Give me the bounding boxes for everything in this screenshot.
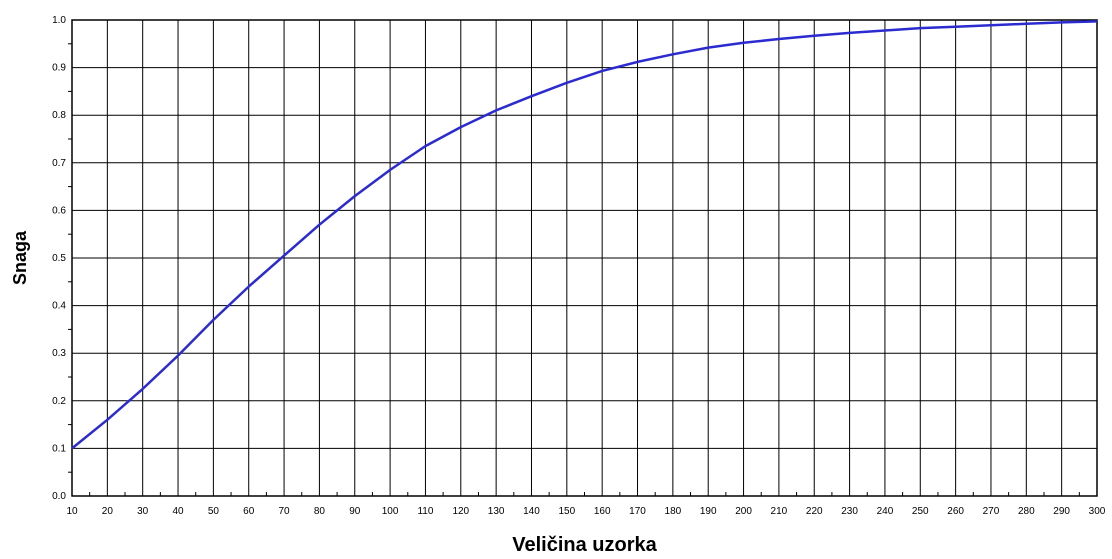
y-tick-label: 0.3 (52, 348, 66, 359)
y-tick-label: 0.8 (52, 110, 66, 121)
x-tick-label: 200 (735, 506, 752, 517)
x-tick-label: 100 (382, 506, 399, 517)
y-tick-label: 0.1 (52, 443, 66, 454)
x-tick-label: 190 (700, 506, 717, 517)
x-tick-label: 270 (983, 506, 1000, 517)
x-tick-label: 260 (947, 506, 964, 517)
x-tick-label: 120 (452, 506, 469, 517)
y-tick-label: 0.6 (52, 205, 66, 216)
x-tick-label: 280 (1018, 506, 1035, 517)
x-tick-label: 210 (771, 506, 788, 517)
x-tick-label: 160 (594, 506, 611, 517)
x-tick-label: 230 (841, 506, 858, 517)
x-tick-label: 70 (279, 506, 291, 517)
x-tick-labels: 10 20 30 40 50 60 70 80 90 100 110 120 130 140 150 160 1… (66, 506, 1105, 517)
x-tick-label: 220 (806, 506, 823, 517)
y-axis-title: Snaga (10, 230, 30, 285)
series-layer (71, 20, 1098, 450)
x-tick-label: 140 (523, 506, 540, 517)
x-tick-label: 180 (665, 506, 682, 517)
power-series-line (71, 20, 1098, 450)
x-tick-label: 80 (314, 506, 326, 517)
grid (71, 19, 1098, 497)
x-tick-label: 90 (349, 506, 361, 517)
x-tick-label: 40 (172, 506, 184, 517)
y-tick-label: 0.2 (52, 396, 66, 407)
x-tick-label: 130 (488, 506, 505, 517)
y-tick-label: 0.4 (52, 301, 66, 312)
x-tick-label: 50 (208, 506, 220, 517)
y-tick-label: 0.9 (52, 63, 66, 74)
x-tick-label: 300 (1089, 506, 1106, 517)
x-tick-label: 20 (102, 506, 114, 517)
x-tick-label: 10 (66, 506, 78, 517)
y-tick-label: 1.0 (52, 15, 66, 26)
minor-ticks (68, 43, 1080, 496)
x-axis-title: Veličina uzorka (512, 534, 657, 556)
y-tick-label: 0.5 (52, 253, 66, 264)
x-tick-label: 60 (243, 506, 255, 517)
x-tick-label: 250 (912, 506, 929, 517)
x-tick-label: 30 (137, 506, 149, 517)
x-tick-label: 170 (629, 506, 646, 517)
x-tick-label: 240 (877, 506, 894, 517)
x-tick-label: 110 (417, 506, 433, 517)
y-tick-label: 0.7 (52, 158, 66, 169)
y-tick-labels: 0.0 0.1 0.2 0.3 0.4 0.5 0.6 0.7 0.8 0.9 1.0 (52, 15, 66, 502)
x-tick-label: 150 (558, 506, 575, 517)
y-tick-label: 0.0 (52, 491, 66, 502)
plot-frame (71, 19, 1098, 497)
x-tick-label: 290 (1053, 506, 1070, 517)
